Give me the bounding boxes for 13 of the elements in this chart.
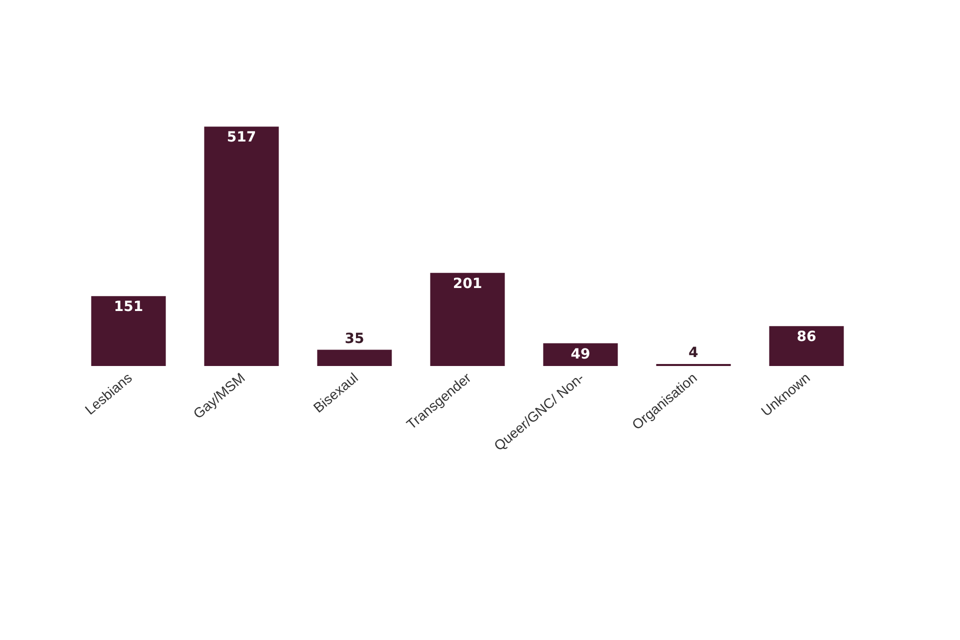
data-label: 151	[114, 299, 144, 316]
bar	[204, 126, 279, 366]
bar	[543, 343, 618, 366]
bar	[430, 272, 505, 366]
data-label: 4	[688, 345, 698, 361]
data-label: 35	[344, 330, 364, 347]
bar	[91, 296, 166, 366]
data-label: 49	[570, 346, 590, 362]
bar	[317, 350, 392, 366]
data-label: 201	[452, 276, 482, 292]
bar	[769, 326, 844, 366]
data-label: 86	[796, 329, 816, 346]
data-label: 517	[226, 130, 256, 146]
